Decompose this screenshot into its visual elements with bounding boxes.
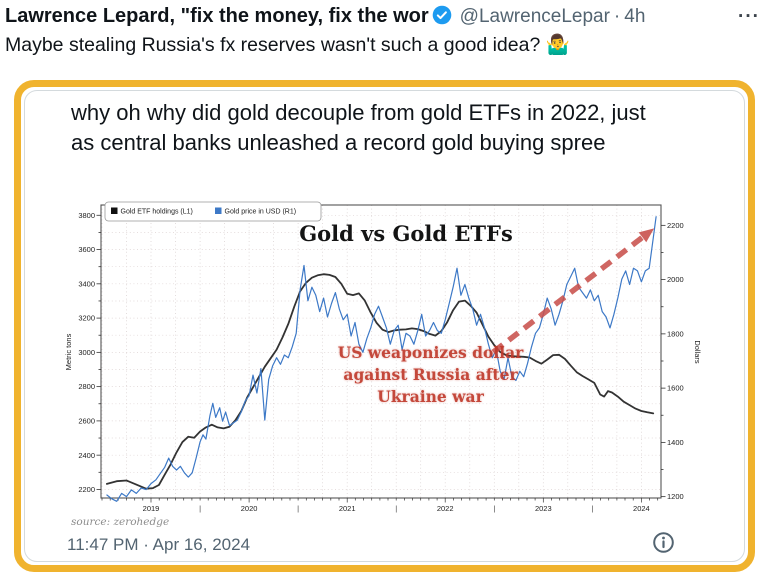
- handle[interactable]: @LawrenceLepar: [459, 5, 610, 27]
- svg-text:2020: 2020: [241, 504, 258, 513]
- svg-text:2200: 2200: [667, 221, 684, 230]
- quoted-tweet-timestamp: 11:47 PM · Apr 16, 2024: [67, 535, 251, 554]
- tweet-header: Lawrence Lepard, "fix the money, fix the…: [5, 3, 760, 30]
- svg-text:Gold price in USD (R1): Gold price in USD (R1): [225, 209, 297, 216]
- handle-and-time: @LawrenceLepar · 4h: [460, 6, 646, 28]
- svg-text:against Russia after: against Russia after: [343, 365, 518, 384]
- dot-separator: ·: [613, 5, 621, 27]
- svg-text:source: zerohedge: source: zerohedge: [71, 516, 169, 528]
- svg-text:Gold vs Gold ETFs: Gold vs Gold ETFs: [299, 221, 513, 246]
- svg-text:2000: 2000: [667, 275, 684, 284]
- display-name[interactable]: Lawrence Lepard, "fix the money, fix the…: [5, 5, 429, 27]
- svg-text:|: |: [199, 504, 201, 513]
- svg-text:1200: 1200: [667, 492, 684, 501]
- svg-text:Ukraine war: Ukraine war: [377, 387, 484, 406]
- svg-text:US weaponizes dollar: US weaponizes dollar: [338, 343, 524, 362]
- svg-text:3000: 3000: [78, 348, 95, 357]
- svg-text:2024: 2024: [633, 504, 650, 513]
- svg-text:|: |: [493, 504, 495, 513]
- svg-text:2200: 2200: [78, 485, 95, 494]
- svg-text:2600: 2600: [78, 416, 95, 425]
- svg-text:|: |: [591, 504, 593, 513]
- svg-text:1800: 1800: [667, 329, 684, 338]
- more-options-button[interactable]: ···: [738, 5, 760, 27]
- svg-text:1400: 1400: [667, 438, 684, 447]
- svg-text:1600: 1600: [667, 384, 684, 393]
- verified-badge-icon: [432, 5, 452, 30]
- quoted-tweet-card[interactable]: why oh why did gold decouple from gold E…: [14, 80, 755, 572]
- svg-text:3600: 3600: [78, 245, 95, 254]
- svg-text:2021: 2021: [339, 504, 356, 513]
- quoted-tweet-text: why oh why did gold decouple from gold E…: [71, 100, 646, 155]
- svg-text:|: |: [395, 504, 397, 513]
- svg-text:3800: 3800: [78, 211, 95, 220]
- svg-text:2019: 2019: [143, 504, 160, 513]
- tweet-body-text: Maybe stealing Russia's fx reserves wasn…: [5, 34, 571, 56]
- svg-text:Dollars: Dollars: [693, 340, 702, 364]
- relative-time[interactable]: 4h: [624, 5, 646, 27]
- info-icon[interactable]: [652, 531, 675, 559]
- svg-text:3400: 3400: [78, 279, 95, 288]
- svg-text:2400: 2400: [78, 451, 95, 460]
- svg-text:2022: 2022: [437, 504, 454, 513]
- svg-text:|: |: [297, 504, 299, 513]
- gold-vs-gold-etfs-chart: 2200 2400 2600 2800 3000 3200 3400 3600 3800 1200…: [63, 193, 703, 533]
- svg-text:3200: 3200: [78, 314, 95, 323]
- svg-text:Gold ETF holdings (L1): Gold ETF holdings (L1): [121, 209, 193, 216]
- svg-text:Metric tons: Metric tons: [64, 333, 73, 370]
- quoted-tweet-inner: why oh why did gold decouple from gold E…: [24, 90, 745, 562]
- gold-chart-svg: 2200 2400 2600 2800 3000 3200 3400 3600 3800 1200…: [64, 201, 702, 528]
- svg-text:2800: 2800: [78, 382, 95, 391]
- svg-text:2023: 2023: [535, 504, 552, 513]
